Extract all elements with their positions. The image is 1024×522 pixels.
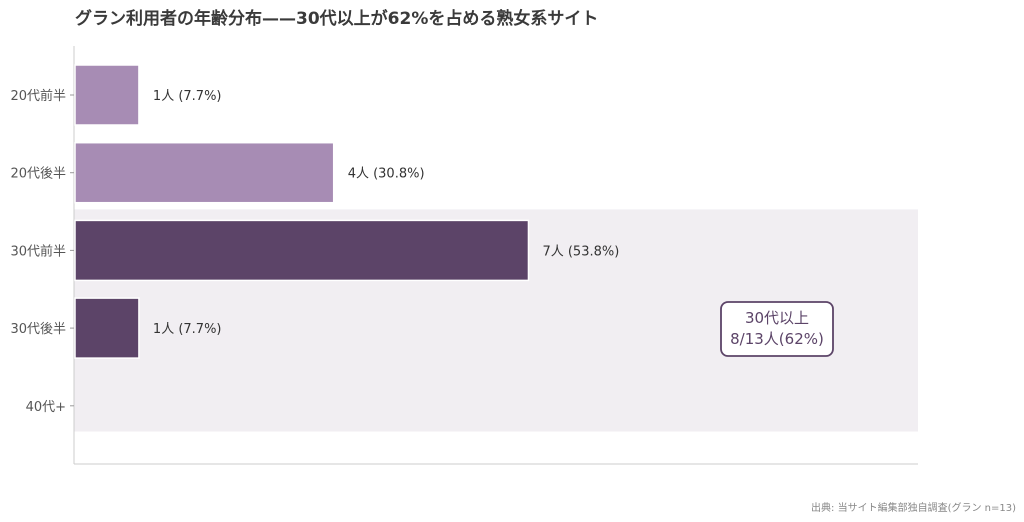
data-label: 7人 (53.8%) [542,244,619,259]
bar [74,297,140,359]
y-tick-label: 30代前半 [10,243,66,259]
y-tick-label: 20代前半 [10,88,66,104]
annotation-text: 8/13人(62%) [730,330,824,348]
data-label: 4人 (30.8%) [348,167,425,182]
y-tick-label: 20代後半 [10,167,66,182]
annotation-text: 30代以上 [745,309,809,327]
y-tick-label: 30代後半 [10,322,66,337]
annotation-box [720,301,834,357]
data-label: 1人 (7.7%) [153,322,222,337]
bar [74,64,140,126]
bar [74,141,335,204]
chart-title: グラン利用者の年齢分布——30代以上が62%を占める熟女系サイト [75,9,599,29]
source-note: 出典: 当サイト編集部独自調査(グラン n=13) [811,503,1016,514]
data-label: 1人 (7.7%) [153,89,222,104]
y-tick-label: 40代+ [26,400,66,415]
bar [74,219,530,282]
